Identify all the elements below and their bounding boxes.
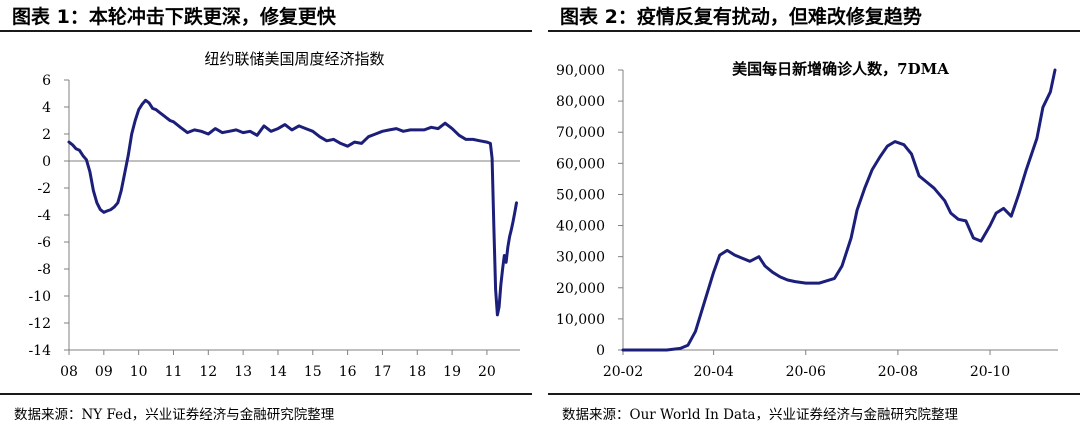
y-tick-label: -10: [28, 289, 51, 305]
x-tick-label: 11: [165, 364, 183, 380]
right-source-note: 数据来源：Our World In Data，兴业证券经济与金融研究院整理: [562, 407, 958, 423]
right-chart: 美国每日新增确诊人数，7DMA 0 10,000 20,000 30,000 40,000…: [556, 60, 1058, 380]
x-tick-label: 20-06: [786, 364, 826, 380]
y-tick-label: 40,000: [556, 219, 605, 235]
right-top-rule: [548, 30, 1080, 32]
y-tick-label: 70,000: [556, 125, 605, 141]
x-tick-label: 19: [443, 364, 461, 380]
y-tick-label: 2: [42, 127, 51, 143]
y-tick-label: 50,000: [556, 187, 605, 203]
left-panel-heading: 图表 1：本轮冲击下跌更深，修复更快: [12, 6, 336, 28]
y-tick-label: 0: [42, 154, 51, 170]
y-tick-label: 30,000: [556, 250, 605, 266]
left-source-note: 数据来源：NY Fed，兴业证券经济与金融研究院整理: [14, 407, 335, 423]
x-tick-label: 09: [95, 364, 113, 380]
y-tick-label: 90,000: [556, 63, 605, 79]
right-bottom-rule: [548, 393, 1080, 395]
x-tick-label: 20: [478, 364, 496, 380]
x-tick-label: 10: [130, 364, 148, 380]
y-tick-label: -2: [37, 181, 51, 197]
x-tick-label: 20-08: [878, 364, 918, 380]
x-tick-label: 17: [374, 364, 392, 380]
x-tick-label: 16: [339, 364, 357, 380]
left-bottom-rule: [0, 393, 532, 395]
right-panel-heading: 图表 2：疫情反复有扰动，但难改修复趋势: [560, 6, 922, 28]
y-tick-label: -12: [28, 316, 51, 332]
x-tick-label: 14: [269, 364, 287, 380]
left-top-rule: [0, 30, 532, 32]
y-tick-label: 80,000: [556, 94, 605, 110]
chart-title: 纽约联储美国周度经济指数: [204, 50, 384, 68]
y-tick-label: 4: [42, 100, 51, 116]
y-tick-label: -4: [37, 208, 51, 224]
y-tick-label: 20,000: [556, 281, 605, 297]
series-line: [67, 98, 518, 317]
x-tick-label: 20-10: [970, 364, 1010, 380]
x-tick-label: 20-02: [603, 364, 643, 380]
x-tick-label: 18: [408, 364, 426, 380]
y-tick-label: -8: [37, 262, 51, 278]
x-tick-label: 20-04: [693, 364, 733, 380]
y-tick-label: -6: [37, 235, 51, 251]
x-tick-label: 12: [199, 364, 217, 380]
y-tick-label: 10,000: [556, 312, 605, 328]
right-panel: 图表 2：疫情反复有扰动，但难改修复趋势 美国每日新增确诊人数，7DMA 0 10,…: [548, 0, 1080, 431]
series-line: [621, 68, 1057, 352]
left-panel: 图表 1：本轮冲击下跌更深，修复更快 纽约联储美国周度经济指数 6 4 2 0 -2 -4-…: [0, 0, 532, 431]
x-tick-label: 15: [304, 364, 322, 380]
y-tick-label: 60,000: [556, 156, 605, 172]
y-tick-label: 0: [596, 343, 605, 359]
y-tick-label: 6: [42, 73, 51, 89]
y-tick-label: -14: [28, 343, 51, 359]
x-tick-label: 08: [60, 364, 78, 380]
x-tick-label: 13: [234, 364, 252, 380]
chart-title: 美国每日新增确诊人数，7DMA: [732, 60, 949, 78]
